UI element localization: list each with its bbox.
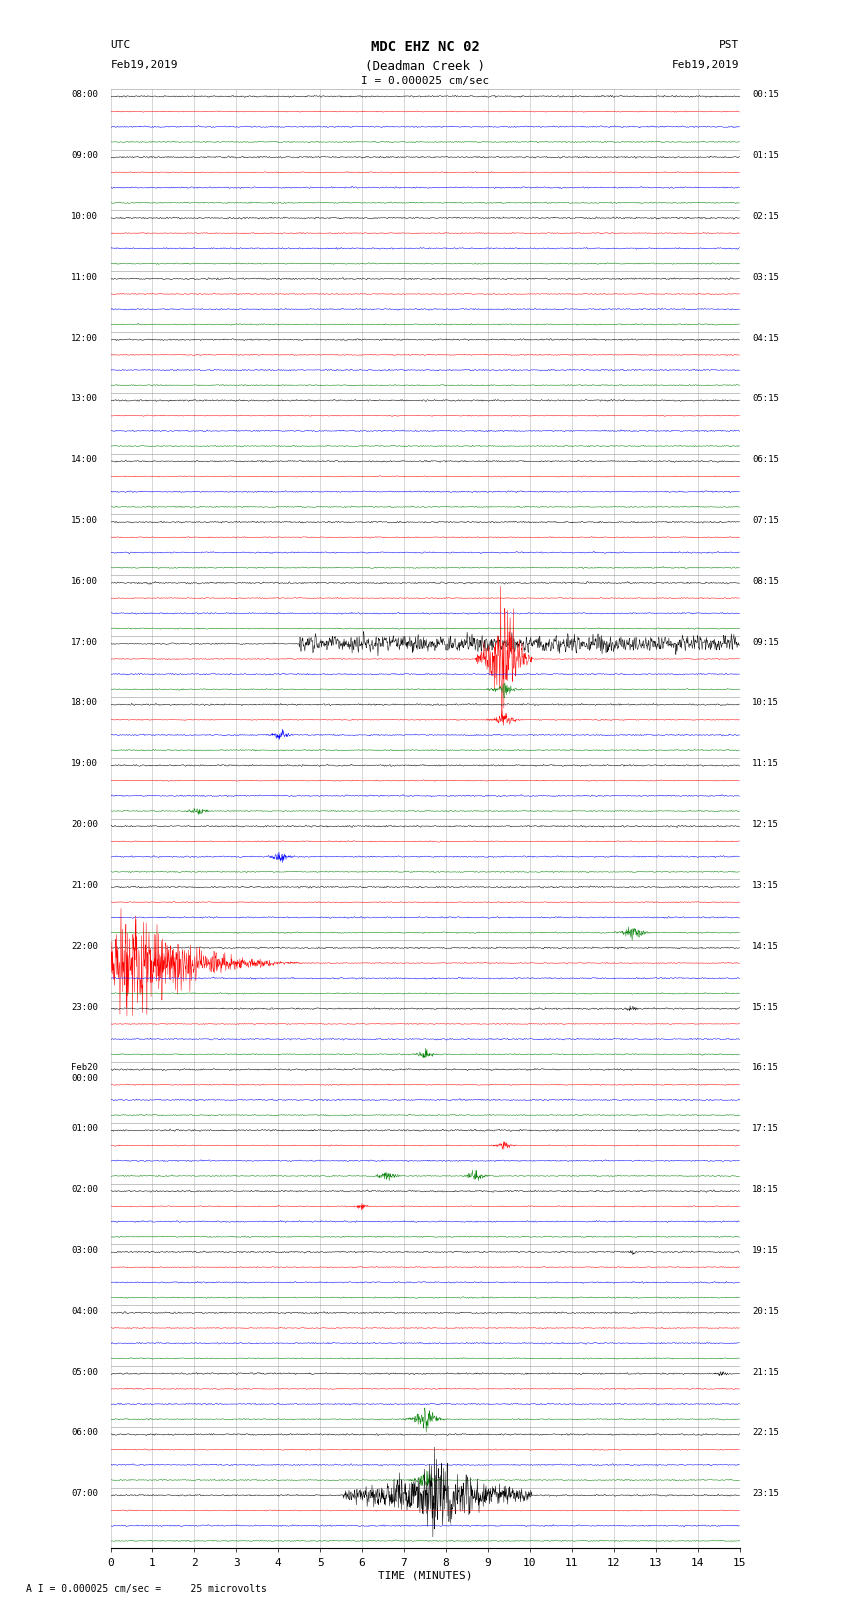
Text: 06:00: 06:00 xyxy=(71,1429,98,1437)
Text: 15:15: 15:15 xyxy=(752,1003,779,1011)
Text: Feb19,2019: Feb19,2019 xyxy=(672,60,740,69)
Text: 20:15: 20:15 xyxy=(752,1307,779,1316)
Text: 02:15: 02:15 xyxy=(752,211,779,221)
Text: 03:00: 03:00 xyxy=(71,1245,98,1255)
Text: 20:00: 20:00 xyxy=(71,819,98,829)
Text: 08:15: 08:15 xyxy=(752,577,779,586)
Text: Feb20
00:00: Feb20 00:00 xyxy=(71,1063,98,1082)
Text: 14:00: 14:00 xyxy=(71,455,98,465)
Text: 02:00: 02:00 xyxy=(71,1186,98,1194)
Text: 06:15: 06:15 xyxy=(752,455,779,465)
Text: I = 0.000025 cm/sec: I = 0.000025 cm/sec xyxy=(361,76,489,85)
Text: 12:15: 12:15 xyxy=(752,819,779,829)
Text: UTC: UTC xyxy=(110,40,131,50)
Text: (Deadman Creek ): (Deadman Creek ) xyxy=(365,60,485,73)
Text: 01:15: 01:15 xyxy=(752,152,779,160)
Text: 23:15: 23:15 xyxy=(752,1489,779,1498)
Text: MDC EHZ NC 02: MDC EHZ NC 02 xyxy=(371,40,479,55)
Text: 00:15: 00:15 xyxy=(752,90,779,100)
X-axis label: TIME (MINUTES): TIME (MINUTES) xyxy=(377,1571,473,1581)
Text: 13:00: 13:00 xyxy=(71,394,98,403)
Text: 11:00: 11:00 xyxy=(71,273,98,282)
Text: PST: PST xyxy=(719,40,740,50)
Text: 23:00: 23:00 xyxy=(71,1003,98,1011)
Text: 09:00: 09:00 xyxy=(71,152,98,160)
Text: 12:00: 12:00 xyxy=(71,334,98,342)
Text: Feb19,2019: Feb19,2019 xyxy=(110,60,178,69)
Text: 18:00: 18:00 xyxy=(71,698,98,708)
Text: 04:15: 04:15 xyxy=(752,334,779,342)
Text: 22:15: 22:15 xyxy=(752,1429,779,1437)
Text: 19:15: 19:15 xyxy=(752,1245,779,1255)
Text: 09:15: 09:15 xyxy=(752,637,779,647)
Text: 17:15: 17:15 xyxy=(752,1124,779,1134)
Text: 13:15: 13:15 xyxy=(752,881,779,890)
Text: 05:15: 05:15 xyxy=(752,394,779,403)
Text: 21:15: 21:15 xyxy=(752,1368,779,1376)
Text: 21:00: 21:00 xyxy=(71,881,98,890)
Text: 11:15: 11:15 xyxy=(752,760,779,768)
Text: 16:00: 16:00 xyxy=(71,577,98,586)
Text: 10:15: 10:15 xyxy=(752,698,779,708)
Text: 19:00: 19:00 xyxy=(71,760,98,768)
Text: 07:15: 07:15 xyxy=(752,516,779,524)
Text: 10:00: 10:00 xyxy=(71,211,98,221)
Text: 04:00: 04:00 xyxy=(71,1307,98,1316)
Text: 22:00: 22:00 xyxy=(71,942,98,950)
Text: 14:15: 14:15 xyxy=(752,942,779,950)
Text: 05:00: 05:00 xyxy=(71,1368,98,1376)
Text: 15:00: 15:00 xyxy=(71,516,98,524)
Text: 17:00: 17:00 xyxy=(71,637,98,647)
Text: 03:15: 03:15 xyxy=(752,273,779,282)
Text: 16:15: 16:15 xyxy=(752,1063,779,1073)
Text: A I = 0.000025 cm/sec =     25 microvolts: A I = 0.000025 cm/sec = 25 microvolts xyxy=(26,1584,266,1594)
Text: 18:15: 18:15 xyxy=(752,1186,779,1194)
Text: 01:00: 01:00 xyxy=(71,1124,98,1134)
Text: 07:00: 07:00 xyxy=(71,1489,98,1498)
Text: 08:00: 08:00 xyxy=(71,90,98,100)
